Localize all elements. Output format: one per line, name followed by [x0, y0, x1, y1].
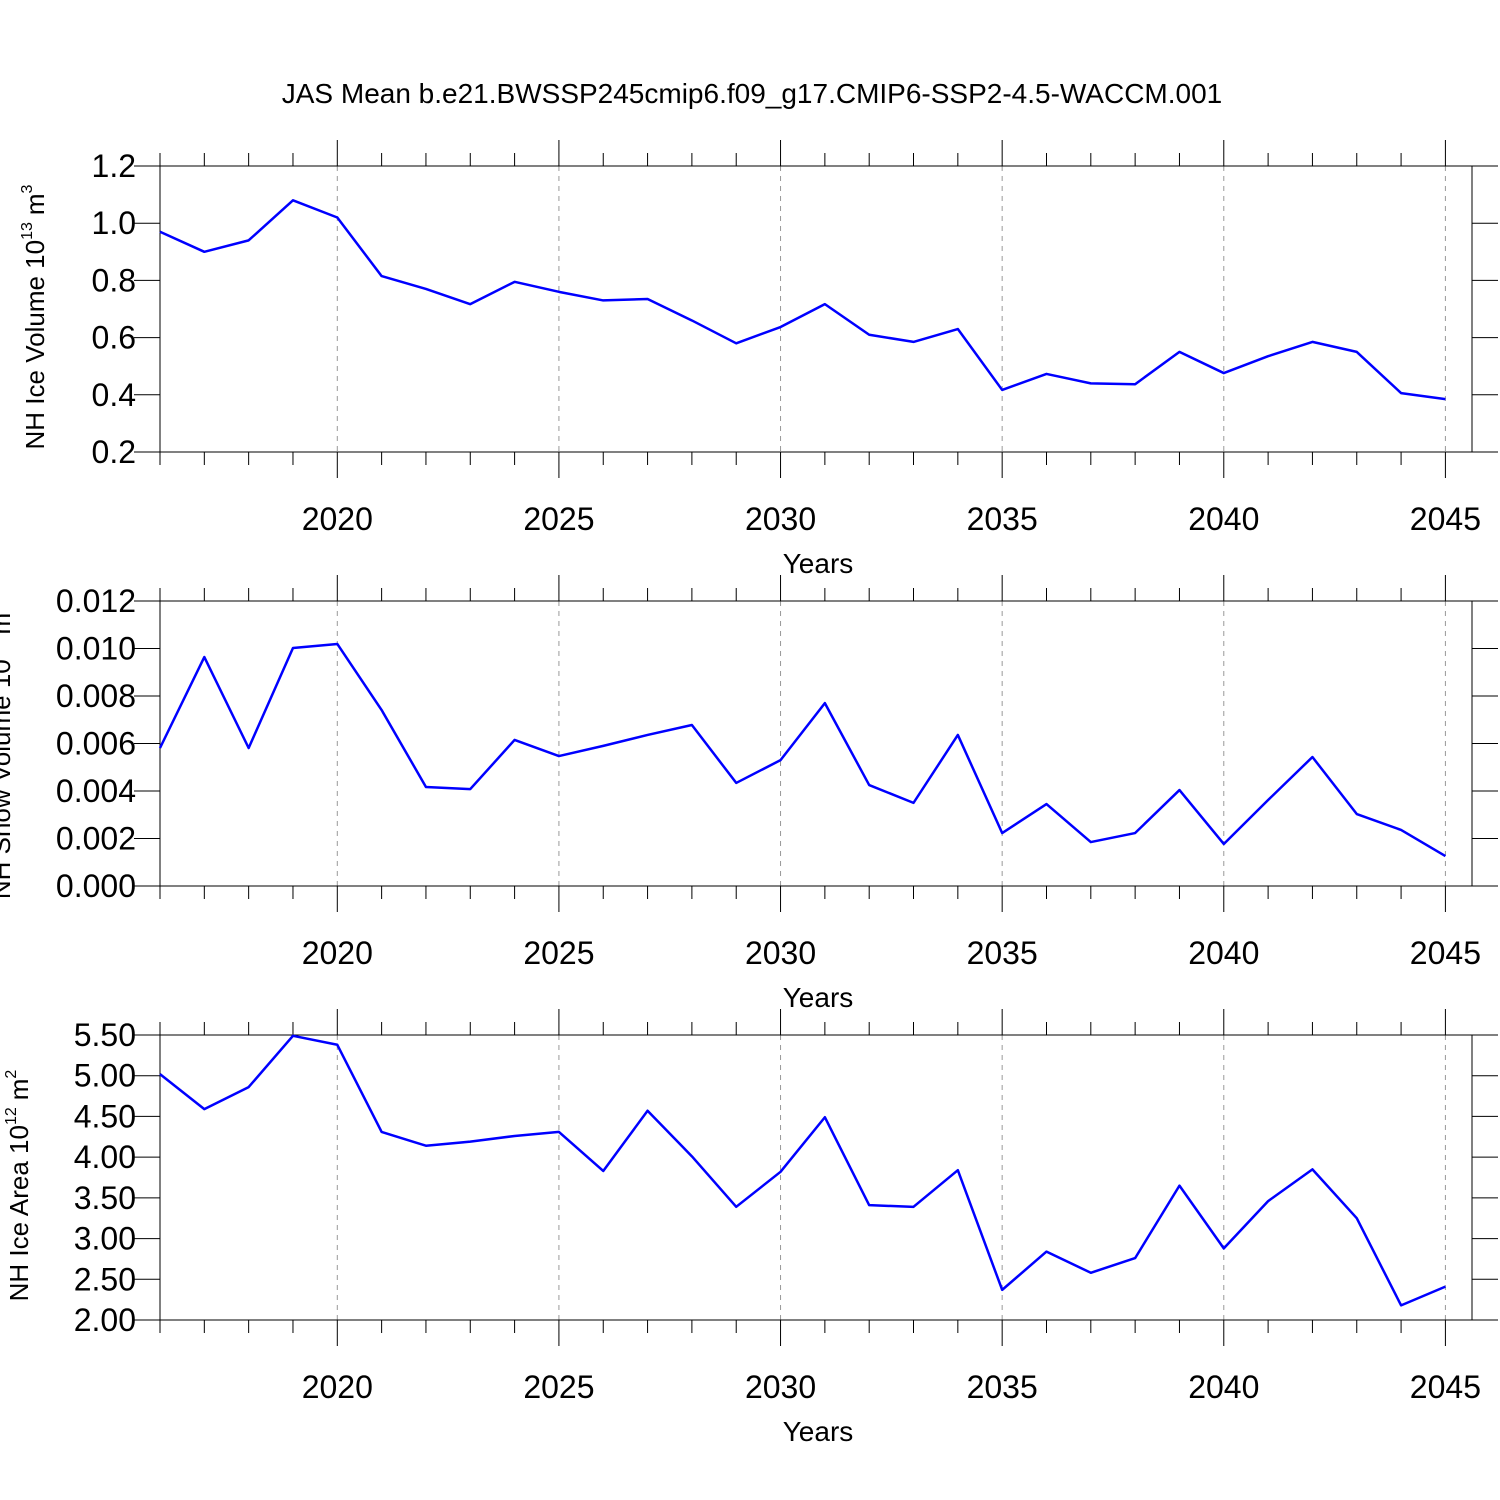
y-tick-label: 3.50 [74, 1180, 136, 1216]
data-line [158, 642, 1447, 858]
y-tick-label: 4.00 [74, 1139, 136, 1175]
y-tick-label: 0.8 [92, 262, 136, 298]
x-tick-label: 2040 [1188, 1369, 1259, 1405]
y-tick-label: 0.6 [92, 320, 136, 356]
y-axis-label: NH Ice Area 1012 m2 [3, 1070, 34, 1302]
y-axis-label-unit-exponent: 2 [3, 1070, 20, 1079]
x-axis-label: Years [783, 982, 854, 1013]
x-tick-label: 2030 [745, 501, 816, 537]
x-tick-label: 2045 [1410, 1369, 1481, 1405]
x-tick-label: 2035 [967, 1369, 1038, 1405]
plot-frame [159, 600, 1473, 887]
y-axis-label-text: NH Ice Volume 10 [20, 240, 50, 450]
data-line [159, 1034, 1446, 1307]
y-tick-label: 0.4 [92, 377, 136, 413]
plot-frame [159, 165, 1473, 453]
y-axis-label-unit: m [4, 1079, 34, 1101]
x-tick-label: 2020 [302, 1369, 373, 1405]
y-tick-label: 1.0 [92, 205, 136, 241]
y-axis-label: NH Snow Volume 1013 m3 [0, 604, 16, 899]
y-axis-label: NH Ice Volume 1013 m3 [19, 184, 50, 449]
y-tick-label: 0.008 [56, 678, 136, 714]
y-axis-label-unit: m [20, 193, 50, 215]
x-tick-label: 2045 [1410, 501, 1481, 537]
y-axis-label-unit-exponent: 3 [19, 184, 36, 193]
y-axis-label-text: NH Snow Volume 10 [0, 659, 16, 899]
y-axis-label-exponent: 12 [3, 1107, 20, 1125]
y-axis-label-text: NH Ice Area 10 [4, 1125, 34, 1301]
y-tick-label: 0.004 [56, 773, 136, 809]
x-tick-label: 2025 [523, 1369, 594, 1405]
y-tick-label: 5.50 [74, 1017, 136, 1053]
y-tick-label: 5.00 [74, 1058, 136, 1094]
y-axis-label-unit: m [0, 613, 16, 635]
y-tick-label: 2.50 [74, 1261, 136, 1297]
y-tick-label: 0.002 [56, 821, 136, 857]
y-axis-label-unit-exponent: 3 [0, 604, 2, 613]
x-tick-label: 2025 [523, 501, 594, 537]
y-tick-label: 0.2 [92, 434, 136, 470]
panel: 2020 2025 2030 2035 2040 2045 2.00 2.50 3.00 3.50… [3, 1009, 1498, 1447]
x-tick-label: 2040 [1188, 935, 1259, 971]
figure-title: JAS Mean b.e21.BWSSP245cmip6.f09_g17.CMI… [282, 78, 1223, 109]
y-tick-label: 0.010 [56, 631, 136, 667]
y-tick-label: 3.00 [74, 1221, 136, 1257]
panel: 2020 2025 2030 2035 2040 2045 0.000 0.002 0.004 0… [0, 575, 1498, 1013]
x-tick-label: 2035 [967, 935, 1038, 971]
panel: 2020 2025 2030 2035 2040 2045 0.2 0.4 0.6 0.8 1.0 1… [19, 140, 1498, 579]
y-tick-label: 0.006 [56, 726, 136, 762]
x-tick-label: 2025 [523, 935, 594, 971]
x-tick-label: 2045 [1410, 935, 1481, 971]
y-tick-label: 2.00 [74, 1302, 136, 1338]
x-tick-label: 2020 [302, 935, 373, 971]
data-line [159, 199, 1446, 401]
y-tick-label: 0.012 [56, 583, 136, 619]
x-tick-label: 2020 [302, 501, 373, 537]
y-axis-label-exponent: 13 [0, 641, 2, 659]
y-tick-label: 1.2 [92, 148, 136, 184]
x-axis-label: Years [783, 1416, 854, 1447]
x-tick-label: 2035 [967, 501, 1038, 537]
x-tick-label: 2030 [745, 1369, 816, 1405]
x-axis-label: Years [783, 548, 854, 579]
y-tick-label: 4.50 [74, 1098, 136, 1134]
y-axis-label-exponent: 13 [19, 222, 36, 240]
y-tick-label: 0.000 [56, 868, 136, 904]
plot-frame [159, 1034, 1473, 1321]
x-tick-label: 2030 [745, 935, 816, 971]
x-tick-label: 2040 [1188, 501, 1259, 537]
